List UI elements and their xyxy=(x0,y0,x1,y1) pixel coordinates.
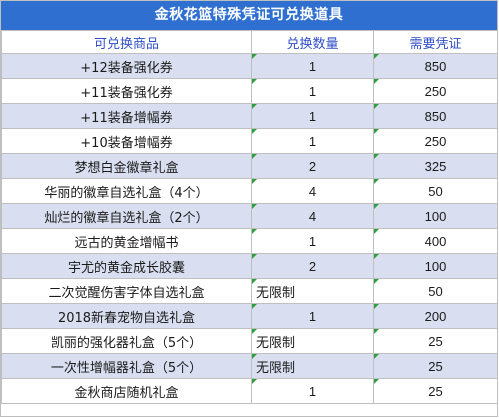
cost-cell: 25 xyxy=(373,353,498,379)
cost-cell: 250 xyxy=(373,78,498,104)
table-row: 梦想白金徽章礼盒 2 325 xyxy=(1,153,498,179)
quantity-cell: 1 xyxy=(251,303,374,329)
table-row: +12装备强化券 1 850 xyxy=(1,53,498,79)
table-row: 2018新春宠物自选礼盒 1 200 xyxy=(1,303,498,329)
table-body: +12装备强化券 1 850 +11装备强化券 1 250 +11装备增幅券 1… xyxy=(1,53,498,404)
quantity-cell: 4 xyxy=(251,178,374,204)
quantity-cell: 1 xyxy=(251,228,374,254)
cost-cell: 50 xyxy=(373,278,498,304)
item-cell: 梦想白金徽章礼盒 xyxy=(1,153,252,179)
item-cell: 灿烂的徽章自选礼盒（2个） xyxy=(1,203,252,229)
table-row: 灿烂的徽章自选礼盒（2个） 4 100 xyxy=(1,203,498,229)
item-cell: 宇尤的黄金成长胶囊 xyxy=(1,253,252,279)
quantity-cell: 1 xyxy=(251,78,374,104)
quantity-cell: 4 xyxy=(251,203,374,229)
table-row: 远古的黄金增幅书 1 400 xyxy=(1,228,498,254)
item-cell: 金秋商店随机礼盒 xyxy=(1,378,252,404)
cost-cell: 50 xyxy=(373,178,498,204)
table-row: 凯丽的强化器礼盒（5个） 无限制 25 xyxy=(1,328,498,354)
cost-cell: 400 xyxy=(373,228,498,254)
item-cell: 凯丽的强化器礼盒（5个） xyxy=(1,328,252,354)
header-row: 可兑换商品 兑换数量 需要凭证 xyxy=(1,30,498,54)
quantity-cell: 1 xyxy=(251,53,374,79)
table-row: 一次性增幅器礼盒（5个） 无限制 25 xyxy=(1,353,498,379)
exchange-table: 可兑换商品 兑换数量 需要凭证 +12装备强化券 1 850 +11装备强化券 … xyxy=(1,30,498,404)
table-row: 华丽的徽章自选礼盒（4个） 4 50 xyxy=(1,178,498,204)
table-row: +10装备增幅券 1 250 xyxy=(1,128,498,154)
item-cell: 2018新春宠物自选礼盒 xyxy=(1,303,252,329)
item-cell: 华丽的徽章自选礼盒（4个） xyxy=(1,178,252,204)
cost-cell: 25 xyxy=(373,328,498,354)
quantity-cell: 2 xyxy=(251,153,374,179)
cost-cell: 325 xyxy=(373,153,498,179)
table-row: +11装备强化券 1 250 xyxy=(1,78,498,104)
quantity-cell: 无限制 xyxy=(251,353,374,379)
item-cell: 一次性增幅器礼盒（5个） xyxy=(1,353,252,379)
header-quantity: 兑换数量 xyxy=(251,30,374,54)
cost-cell: 100 xyxy=(373,253,498,279)
quantity-cell: 2 xyxy=(251,253,374,279)
item-cell: 二次觉醒伤害字体自选礼盒 xyxy=(1,278,252,304)
item-cell: 远古的黄金增幅书 xyxy=(1,228,252,254)
table-row: 金秋商店随机礼盒 1 25 xyxy=(1,378,498,404)
cost-cell: 100 xyxy=(373,203,498,229)
table-row: 宇尤的黄金成长胶囊 2 100 xyxy=(1,253,498,279)
quantity-cell: 无限制 xyxy=(251,278,374,304)
quantity-cell: 无限制 xyxy=(251,328,374,354)
header-cost: 需要凭证 xyxy=(373,30,498,54)
item-cell: +10装备增幅券 xyxy=(1,128,252,154)
item-cell: +11装备强化券 xyxy=(1,78,252,104)
quantity-cell: 1 xyxy=(251,128,374,154)
cost-cell: 25 xyxy=(373,378,498,404)
quantity-cell: 1 xyxy=(251,378,374,404)
quantity-cell: 1 xyxy=(251,103,374,129)
cost-cell: 850 xyxy=(373,53,498,79)
cost-cell: 850 xyxy=(373,103,498,129)
cost-cell: 250 xyxy=(373,128,498,154)
header-item: 可兑换商品 xyxy=(1,30,252,54)
table-title: 金秋花篮特殊凭证可兑换道具 xyxy=(1,1,497,30)
cost-cell: 200 xyxy=(373,303,498,329)
table-row: +11装备增幅券 1 850 xyxy=(1,103,498,129)
table-row: 二次觉醒伤害字体自选礼盒 无限制 50 xyxy=(1,278,498,304)
item-cell: +12装备强化券 xyxy=(1,53,252,79)
item-cell: +11装备增幅券 xyxy=(1,103,252,129)
